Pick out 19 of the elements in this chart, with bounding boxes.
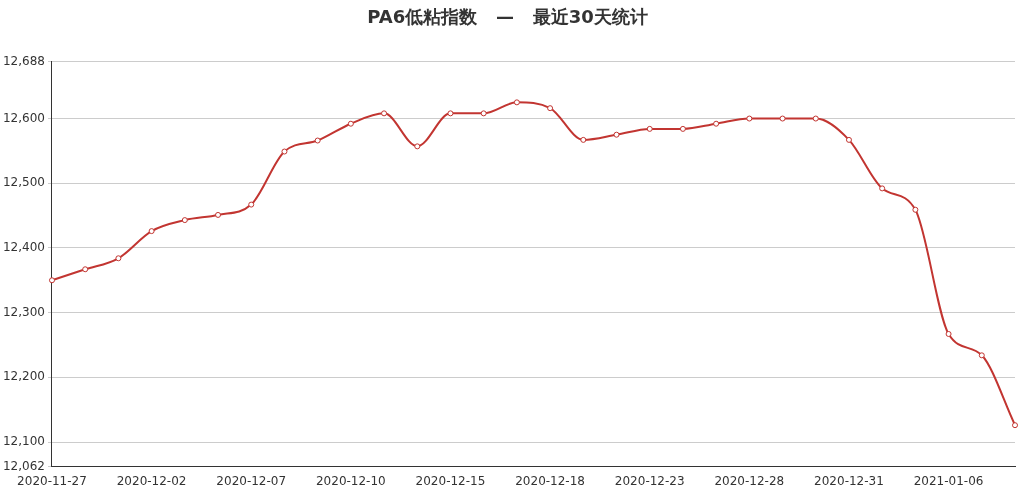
y-tick-label: 12,062: [2, 458, 45, 473]
x-tick-label: 2020-12-10: [315, 473, 386, 488]
y-tick-label: 12,400: [2, 240, 45, 255]
x-tick-label: 2020-12-07: [216, 473, 287, 488]
x-tick-label: 2020-11-27: [17, 473, 87, 488]
y-tick-label: 12,300: [2, 304, 45, 319]
y-tick-label: 12,600: [2, 110, 45, 125]
x-tick-label: 2020-12-02: [116, 473, 187, 488]
y-tick-label: 12,688: [2, 53, 45, 68]
x-tick-label: 2021-01-06: [913, 473, 984, 488]
x-tick-label: 2020-12-18: [515, 473, 585, 488]
y-tick-label: 12,100: [2, 434, 45, 449]
x-tick-label: 2020-12-28: [714, 473, 785, 488]
y-tick-label: 12,500: [2, 175, 45, 190]
x-tick-label: 2020-12-23: [614, 473, 685, 488]
y-tick-label: 12,200: [2, 369, 45, 384]
x-tick-label: 2020-12-31: [814, 473, 884, 488]
x-tick-label: 2020-12-15: [415, 473, 486, 488]
chart-title: PA6低粘指数 — 最近30天统计: [367, 6, 648, 28]
